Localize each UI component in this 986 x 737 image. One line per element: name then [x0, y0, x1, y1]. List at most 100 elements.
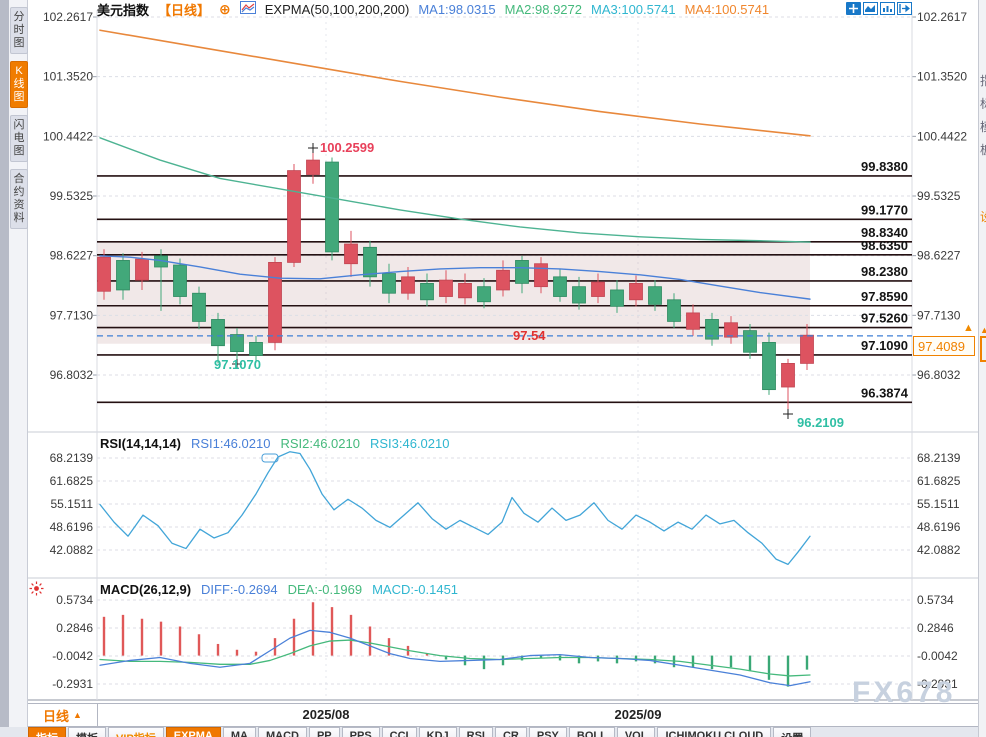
right-edge-clipped-box [980, 336, 986, 362]
x-axis-label-aug: 2025/08 [302, 707, 350, 722]
toolbar-button-expma[interactable]: EXPMA [165, 727, 221, 737]
pan-tool-icon[interactable] [846, 2, 861, 15]
right-edge-clipped-panel: 指 标 模 板 设 ▲ [978, 0, 986, 737]
sidebar-item-time-chart[interactable]: 分时图 [10, 7, 28, 54]
toolbar-button-pp[interactable]: PP [308, 727, 340, 737]
right-edge-clipped-accent-text: 设 [980, 208, 986, 225]
chart-type-sidebar: 分时图 K线图 闪电图 合约资料 [9, 0, 28, 737]
toolbar-button-vip指标[interactable]: VIP指标 [108, 727, 164, 737]
svg-text:98.6350: 98.6350 [861, 238, 908, 253]
period-selector-label: 日线 [43, 708, 70, 724]
svg-text:0.2846: 0.2846 [56, 621, 93, 635]
svg-text:98.6227: 98.6227 [917, 249, 961, 263]
rsi3-value: RSI3:46.0210 [369, 436, 450, 451]
dea-value: DEA:-0.1969 [287, 582, 363, 597]
svg-text:42.0882: 42.0882 [917, 543, 961, 557]
svg-text:97.7130: 97.7130 [917, 308, 961, 322]
sidebar-item-contract-info[interactable]: 合约资料 [10, 169, 28, 229]
chart-toolbar-icons [846, 2, 912, 15]
toolbar-button-pps[interactable]: PPS [341, 727, 380, 737]
svg-text:61.6825: 61.6825 [50, 474, 94, 488]
toolbar-button-模板[interactable]: 模板 [68, 727, 106, 737]
add-indicator-icon[interactable]: ⊕ [219, 0, 231, 17]
svg-text:61.6825: 61.6825 [917, 474, 961, 488]
svg-text:100.4422: 100.4422 [917, 129, 967, 143]
svg-text:99.5325: 99.5325 [50, 189, 94, 203]
svg-text:48.6196: 48.6196 [917, 520, 961, 534]
rsi1-value: RSI1:46.0210 [190, 436, 271, 451]
toolbar-button-cci[interactable]: CCI [381, 727, 417, 737]
toolbar-button-ichimoku-cloud[interactable]: ICHIMOKU CLOUD [657, 727, 772, 737]
right-edge-clipped-text: 指 [980, 72, 986, 89]
svg-text:97.1090: 97.1090 [861, 338, 908, 353]
svg-text:101.3520: 101.3520 [917, 70, 967, 84]
svg-text:97.1070: 97.1070 [214, 357, 261, 372]
svg-text:0.5734: 0.5734 [56, 593, 93, 607]
svg-text:-0.0042: -0.0042 [52, 649, 93, 663]
toolbar-button-ma[interactable]: MA [222, 727, 256, 737]
ma1-value: MA1:98.0315 [418, 1, 496, 17]
ma4-value: MA4:100.5741 [684, 1, 770, 17]
right-edge-clipped-text: 标 [980, 95, 986, 112]
svg-text:99.8380: 99.8380 [861, 159, 908, 174]
indicator-toolbar: 指标模板VIP指标EXPMAMAMACDPPPPSCCIKDJRSICRPSYB… [0, 727, 986, 737]
toolbar-button-macd[interactable]: MACD [257, 727, 307, 737]
svg-text:42.0882: 42.0882 [50, 543, 94, 557]
period-selector-tab[interactable]: 日线 ▲ [28, 704, 98, 726]
x-axis-label-sep: 2025/09 [614, 707, 662, 722]
svg-text:101.3520: 101.3520 [43, 70, 93, 84]
svg-text:102.2617: 102.2617 [917, 10, 967, 24]
svg-text:96.8032: 96.8032 [50, 368, 94, 382]
svg-text:68.2139: 68.2139 [50, 451, 94, 465]
svg-text:0.2846: 0.2846 [917, 621, 954, 635]
right-edge-arrow-icon: ▲ [980, 326, 986, 335]
svg-text:96.8032: 96.8032 [917, 368, 961, 382]
indicator-name: EXPMA(50,100,200,200) [264, 1, 410, 17]
chevron-up-icon: ▲ [73, 710, 82, 720]
svg-text:98.6227: 98.6227 [50, 249, 94, 263]
sidebar-item-lightning-chart[interactable]: 闪电图 [10, 115, 28, 162]
toolbar-button-设置[interactable]: 设置 [773, 727, 812, 737]
toolbar-button-psy[interactable]: PSY [528, 727, 567, 737]
svg-text:48.6196: 48.6196 [50, 520, 94, 534]
current-price-badge: 97.4089 [913, 336, 975, 356]
svg-text:97.8590: 97.8590 [861, 289, 908, 304]
price-up-arrow-icon: ▲ [963, 322, 974, 334]
right-edge-clipped-text: 模 [980, 118, 986, 135]
macd-indicator-name: MACD(26,12,9) [100, 582, 192, 597]
toolbar-button-boll[interactable]: BOLL [568, 727, 615, 737]
toolbar-button-rsi[interactable]: RSI [458, 727, 493, 737]
svg-text:-0.2931: -0.2931 [52, 677, 93, 691]
symbol-title: 美元指数 [97, 2, 150, 18]
chart-header: 美元指数 【日线】 ⊕ EXPMA(50,100,200,200) MA1:98… [97, 0, 770, 18]
svg-text:100.4422: 100.4422 [43, 129, 93, 143]
exit-panel-icon[interactable] [897, 2, 912, 15]
indicator-settings-icon[interactable] [29, 581, 44, 596]
svg-text:99.5325: 99.5325 [917, 189, 961, 203]
sidebar-item-kline-chart[interactable]: K线图 [10, 61, 28, 108]
toolbar-button-kdj[interactable]: KDJ [418, 727, 457, 737]
period-tag: 【日线】 [158, 2, 211, 18]
svg-text:97.54: 97.54 [513, 328, 546, 343]
toolbar-button-vol[interactable]: VOL [616, 727, 656, 737]
svg-text:97.5260: 97.5260 [861, 311, 908, 326]
svg-text:55.1511: 55.1511 [51, 497, 94, 511]
svg-text:96.2109: 96.2109 [797, 415, 844, 430]
area-chart-tool-icon[interactable] [863, 2, 878, 15]
rsi-indicator-name: RSI(14,14,14) [100, 436, 181, 451]
toolbar-button-cr[interactable]: CR [494, 727, 527, 737]
window-left-edge [0, 0, 9, 737]
svg-text:97.7130: 97.7130 [50, 308, 94, 322]
bar-chart-tool-icon[interactable] [880, 2, 895, 15]
svg-text:98.8340: 98.8340 [861, 225, 908, 240]
toolbar-button-指标[interactable]: 指标 [28, 727, 66, 737]
diff-value: DIFF:-0.2694 [201, 582, 278, 597]
svg-text:100.2599: 100.2599 [320, 140, 374, 155]
time-axis-row: 日线 ▲ 2025/08 2025/09 [28, 703, 986, 727]
ma2-value: MA2:98.9272 [504, 1, 582, 17]
ma3-value: MA3:100.5741 [591, 1, 676, 17]
svg-text:-0.2931: -0.2931 [917, 677, 958, 691]
macd-value: MACD:-0.1451 [372, 582, 459, 597]
